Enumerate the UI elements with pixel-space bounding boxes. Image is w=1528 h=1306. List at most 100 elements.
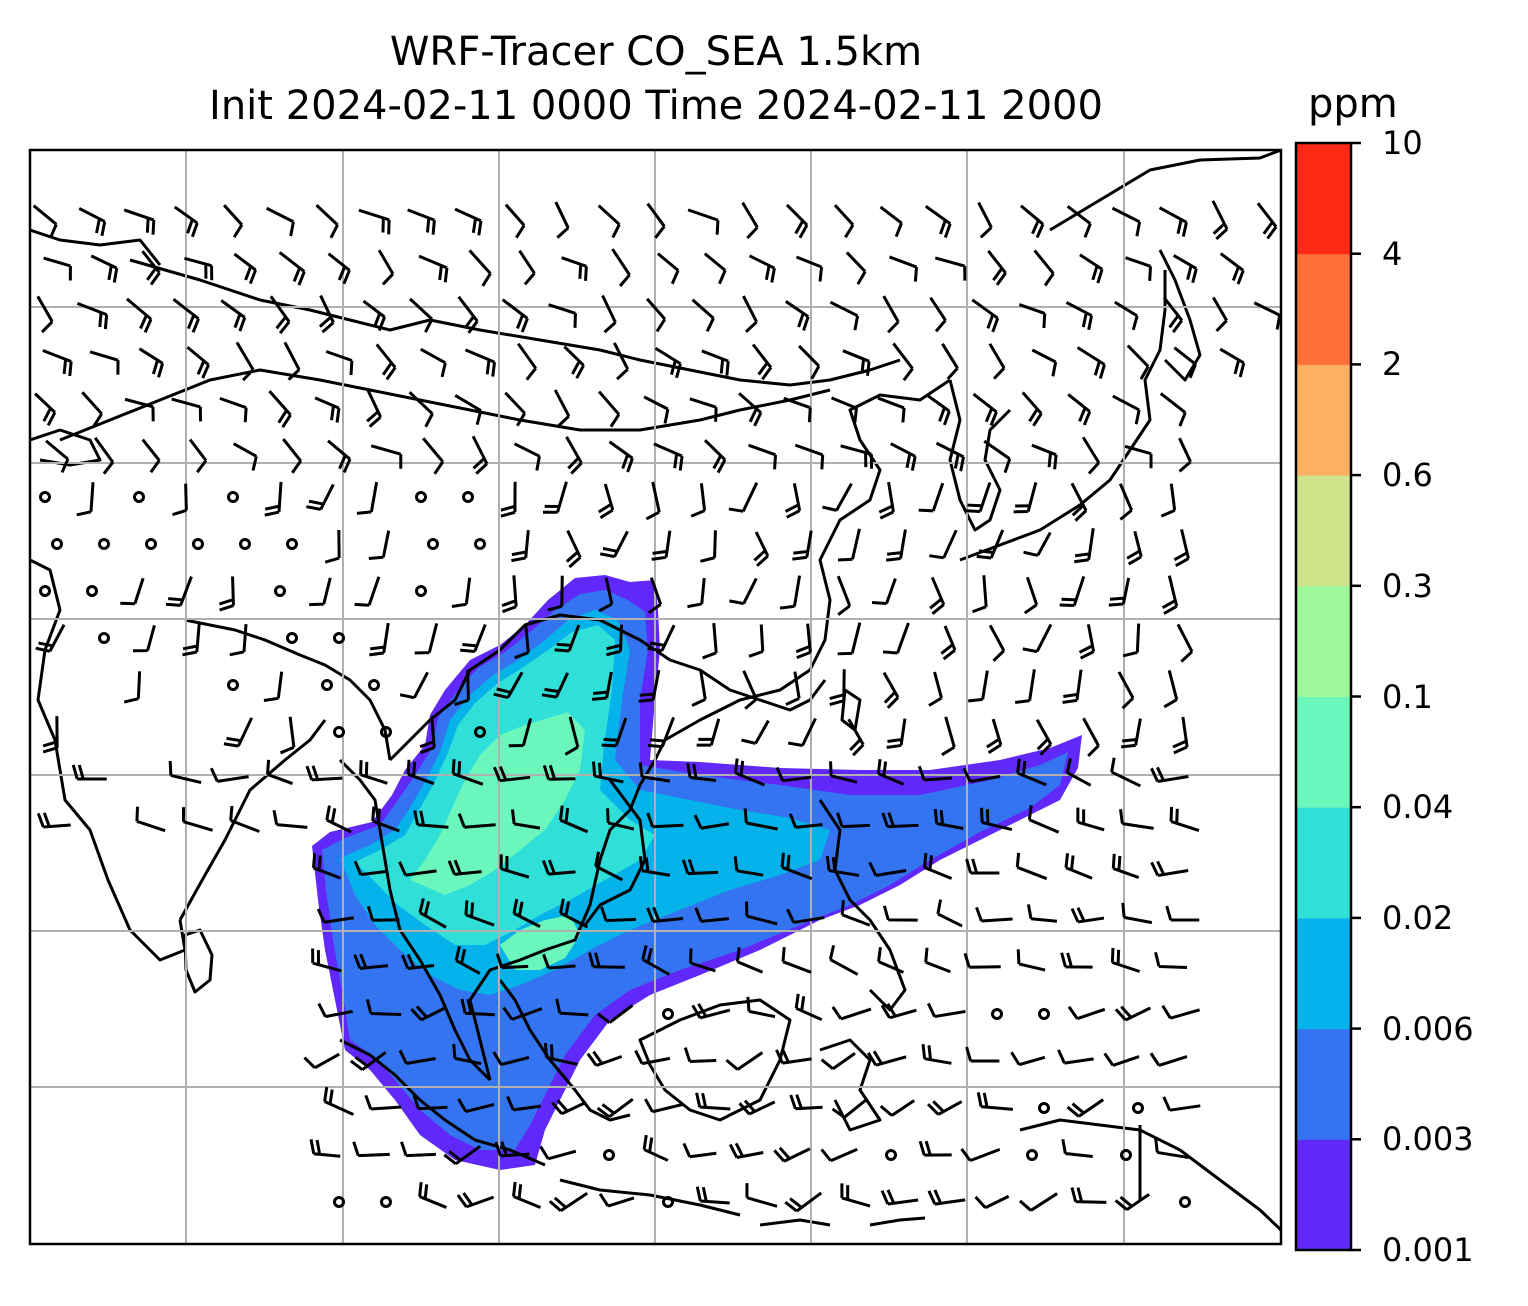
wind-barb	[962, 767, 1001, 784]
wind-barb	[371, 806, 400, 833]
wind-barb	[690, 483, 707, 518]
wind-barb	[892, 342, 914, 382]
wind-barb	[654, 346, 682, 379]
wind-barb	[1070, 907, 1105, 924]
coastline-caspian	[30, 428, 102, 467]
wind-barb	[81, 391, 103, 427]
wind-barb	[935, 441, 965, 472]
wind-barb	[831, 1097, 869, 1119]
wind-barb	[703, 252, 727, 285]
wind-barb	[725, 1051, 764, 1071]
wind-barb	[1062, 669, 1083, 704]
wind-barb	[788, 813, 823, 829]
wind-barb	[775, 1048, 812, 1065]
wind-barb	[743, 808, 778, 831]
wind-barb	[314, 396, 341, 423]
calm-wind-marker	[1026, 1149, 1038, 1161]
wind-barb	[645, 297, 667, 333]
wind-barb	[888, 255, 919, 282]
wind-barb	[601, 294, 617, 334]
wind-barb	[647, 716, 676, 749]
wind-barb	[1162, 1096, 1201, 1112]
wind-barb	[871, 578, 897, 605]
wind-barb	[933, 808, 964, 830]
wind-barb	[306, 483, 335, 511]
coastline-vietnam	[583, 779, 647, 926]
wind-barb	[514, 623, 530, 660]
wind-barb	[518, 249, 536, 286]
wind-barb	[422, 437, 445, 475]
wind-barb	[597, 390, 621, 428]
wind-barb	[594, 851, 624, 882]
wind-barb	[315, 204, 339, 239]
wind-barb	[454, 207, 483, 236]
wind-barb	[971, 575, 988, 614]
wind-barb	[513, 442, 541, 471]
wind-barb	[682, 1142, 717, 1159]
wind-barb	[921, 1044, 952, 1065]
wind-barb	[795, 255, 824, 282]
calm-wind-marker	[1132, 1102, 1144, 1114]
wind-barb	[1033, 249, 1055, 287]
wind-barb	[1018, 303, 1047, 329]
wind-barb	[324, 529, 341, 564]
wind-barb	[492, 765, 531, 783]
wind-barb	[325, 350, 354, 376]
wind-barb	[1154, 1137, 1189, 1160]
wind-barb	[729, 577, 758, 606]
wind-barb	[746, 996, 776, 1019]
wind-barb	[925, 393, 951, 426]
wind-barb	[728, 1142, 764, 1159]
wind-barb	[785, 203, 809, 239]
wind-barb	[356, 481, 379, 515]
wind-barb	[598, 1193, 635, 1208]
wind-barb	[229, 805, 260, 833]
wind-barb	[71, 764, 107, 781]
wind-barb	[188, 438, 208, 474]
wind-barb	[1015, 852, 1048, 881]
wind-barb	[836, 575, 852, 616]
wind-barb	[748, 624, 765, 658]
calm-wind-marker	[662, 1008, 674, 1020]
wind-barb	[1173, 346, 1197, 379]
wind-barb	[733, 856, 764, 877]
wind-barb	[976, 529, 1005, 560]
wind-barb	[728, 482, 759, 513]
wind-barb	[1066, 1098, 1105, 1118]
wind-barb	[42, 716, 59, 754]
wind-barb	[325, 805, 352, 834]
wind-barb	[410, 1005, 446, 1022]
wind-barb	[597, 483, 615, 520]
wind-barb	[1112, 394, 1141, 425]
wind-barb	[586, 1050, 623, 1067]
wind-barb	[700, 530, 717, 563]
calm-wind-marker	[462, 491, 474, 503]
wind-barb	[316, 908, 354, 924]
wind-barb	[877, 396, 906, 423]
wind-barb	[141, 438, 161, 474]
wind-barb	[318, 294, 335, 334]
wind-barb	[1016, 758, 1047, 787]
wind-barb	[1161, 575, 1179, 615]
wind-barb	[785, 671, 801, 706]
wind-barb	[399, 671, 429, 700]
calm-wind-marker	[380, 726, 392, 738]
wind-barb	[541, 859, 576, 876]
coastline-japan-north	[1158, 249, 1202, 382]
calm-wind-marker	[427, 538, 439, 550]
wind-barb	[125, 297, 153, 334]
wind-barb	[929, 576, 946, 615]
wind-barb	[223, 204, 244, 238]
wind-barb	[266, 759, 294, 786]
wind-barb	[541, 672, 569, 699]
colorbar-tick-label: 0.04	[1382, 788, 1454, 827]
coastline-sulawesi	[819, 1038, 882, 1132]
wind-barb	[419, 347, 447, 378]
wind-barb	[601, 717, 628, 748]
wind-barb	[317, 1002, 353, 1019]
wind-barb	[924, 947, 951, 974]
wind-barb	[171, 397, 203, 422]
wind-barb	[600, 906, 636, 923]
wind-barb	[927, 1189, 966, 1206]
